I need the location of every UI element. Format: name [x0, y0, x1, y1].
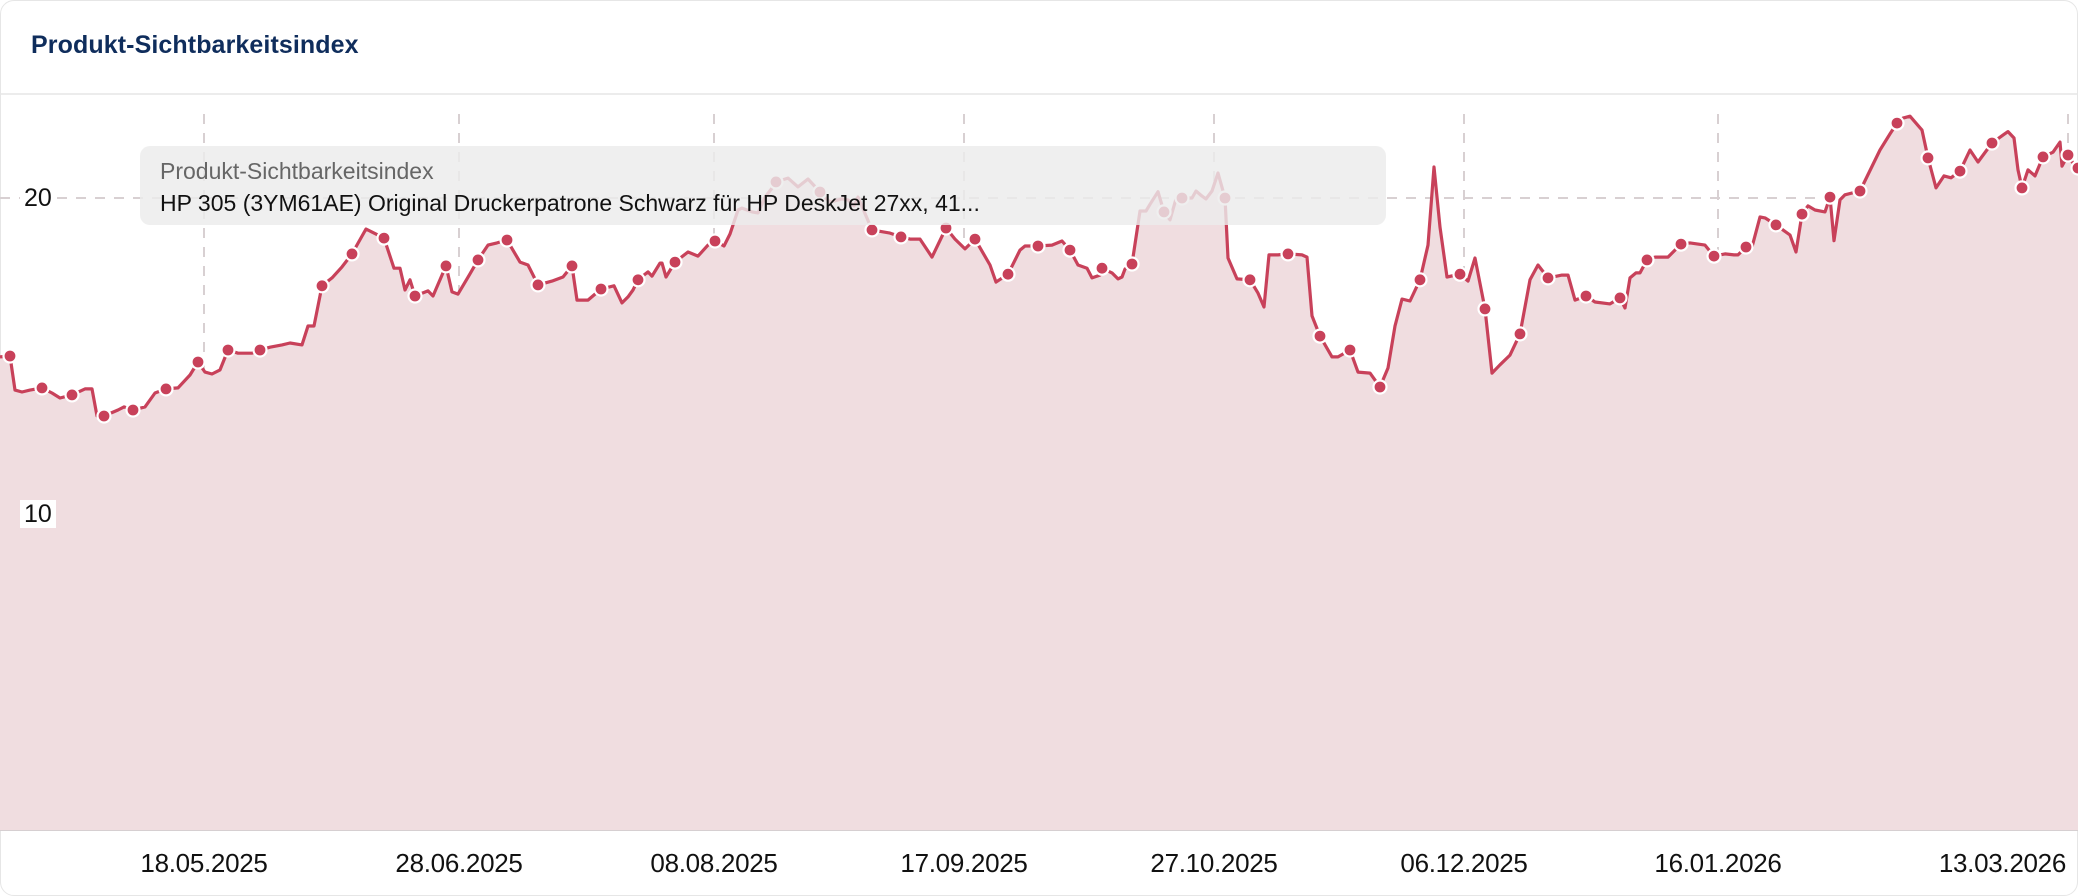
data-point[interactable]	[1512, 326, 1528, 342]
data-point[interactable]	[1768, 217, 1784, 233]
x-tick-label: 18.05.2025	[140, 848, 268, 878]
data-point[interactable]	[1242, 272, 1258, 288]
data-point[interactable]	[1372, 379, 1388, 395]
data-point[interactable]	[499, 232, 515, 248]
data-point[interactable]	[967, 231, 983, 247]
data-point[interactable]	[630, 272, 646, 288]
data-point[interactable]	[667, 254, 683, 270]
data-point[interactable]	[1673, 236, 1689, 252]
data-point[interactable]	[438, 258, 454, 274]
data-point[interactable]	[530, 277, 546, 293]
data-point[interactable]	[1312, 328, 1328, 344]
data-point[interactable]	[2014, 180, 2030, 196]
data-point[interactable]	[564, 258, 580, 274]
data-point[interactable]	[2, 348, 18, 364]
data-point[interactable]	[470, 252, 486, 268]
data-point[interactable]	[1578, 288, 1594, 304]
data-point[interactable]	[2035, 149, 2051, 165]
data-point[interactable]	[1706, 248, 1722, 264]
data-point[interactable]	[96, 408, 112, 424]
x-tick-label: 16.01.2026	[1654, 848, 1782, 878]
data-point[interactable]	[1030, 238, 1046, 254]
data-point[interactable]	[344, 246, 360, 262]
data-point[interactable]	[1280, 246, 1296, 262]
data-point[interactable]	[376, 230, 392, 246]
data-point[interactable]	[1852, 183, 1868, 199]
data-point[interactable]	[407, 288, 423, 304]
data-point[interactable]	[1639, 252, 1655, 268]
data-point[interactable]	[864, 222, 880, 238]
data-point[interactable]	[64, 387, 80, 403]
data-point[interactable]	[190, 354, 206, 370]
data-point[interactable]	[1889, 115, 1905, 131]
data-point[interactable]	[1952, 163, 1968, 179]
data-point[interactable]	[1738, 239, 1754, 255]
data-point[interactable]	[1822, 189, 1838, 205]
data-point[interactable]	[1412, 272, 1428, 288]
area-fill	[0, 116, 2078, 830]
y-tick-label: 10	[20, 500, 56, 528]
data-point[interactable]	[314, 278, 330, 294]
data-point[interactable]	[1920, 150, 1936, 166]
legend-title: Produkt-Sichtbarkeitsindex	[160, 158, 434, 184]
legend-series-name: HP 305 (3YM61AE) Original Druckerpatrone…	[160, 190, 980, 216]
data-point[interactable]	[593, 281, 609, 297]
data-point[interactable]	[1094, 260, 1110, 276]
data-point[interactable]	[1984, 135, 2000, 151]
y-tick-label: 20	[20, 184, 56, 212]
data-point[interactable]	[1452, 266, 1468, 282]
data-point[interactable]	[1612, 290, 1628, 306]
data-point[interactable]	[158, 381, 174, 397]
data-point[interactable]	[707, 233, 723, 249]
x-tick-label: 28.06.2025	[395, 848, 523, 878]
data-point[interactable]	[893, 229, 909, 245]
data-point[interactable]	[2060, 147, 2076, 163]
data-point[interactable]	[1477, 301, 1493, 317]
data-point[interactable]	[1342, 342, 1358, 358]
data-point[interactable]	[2070, 160, 2078, 176]
data-point[interactable]	[252, 342, 268, 358]
data-point[interactable]	[220, 342, 236, 358]
x-tick-label: 13.03.2026	[1938, 848, 2066, 878]
x-tick-label: 17.09.2025	[900, 848, 1028, 878]
data-point[interactable]	[125, 402, 141, 418]
data-point[interactable]	[1062, 242, 1078, 258]
data-point[interactable]	[1124, 256, 1140, 272]
x-tick-label: 06.12.2025	[1400, 848, 1528, 878]
data-point[interactable]	[1794, 206, 1810, 222]
series-legend-tooltip: Produkt-Sichtbarkeitsindex HP 305 (3YM61…	[140, 146, 1386, 225]
data-point[interactable]	[34, 380, 50, 396]
data-point[interactable]	[1540, 270, 1556, 286]
x-tick-label: 08.08.2025	[650, 848, 778, 878]
x-tick-label: 27.10.2025	[1150, 848, 1278, 878]
card-title: Produkt-Sichtbarkeitsindex	[31, 31, 359, 59]
data-point[interactable]	[1000, 266, 1016, 282]
card-header: Produkt-Sichtbarkeitsindex	[1, 1, 2077, 95]
